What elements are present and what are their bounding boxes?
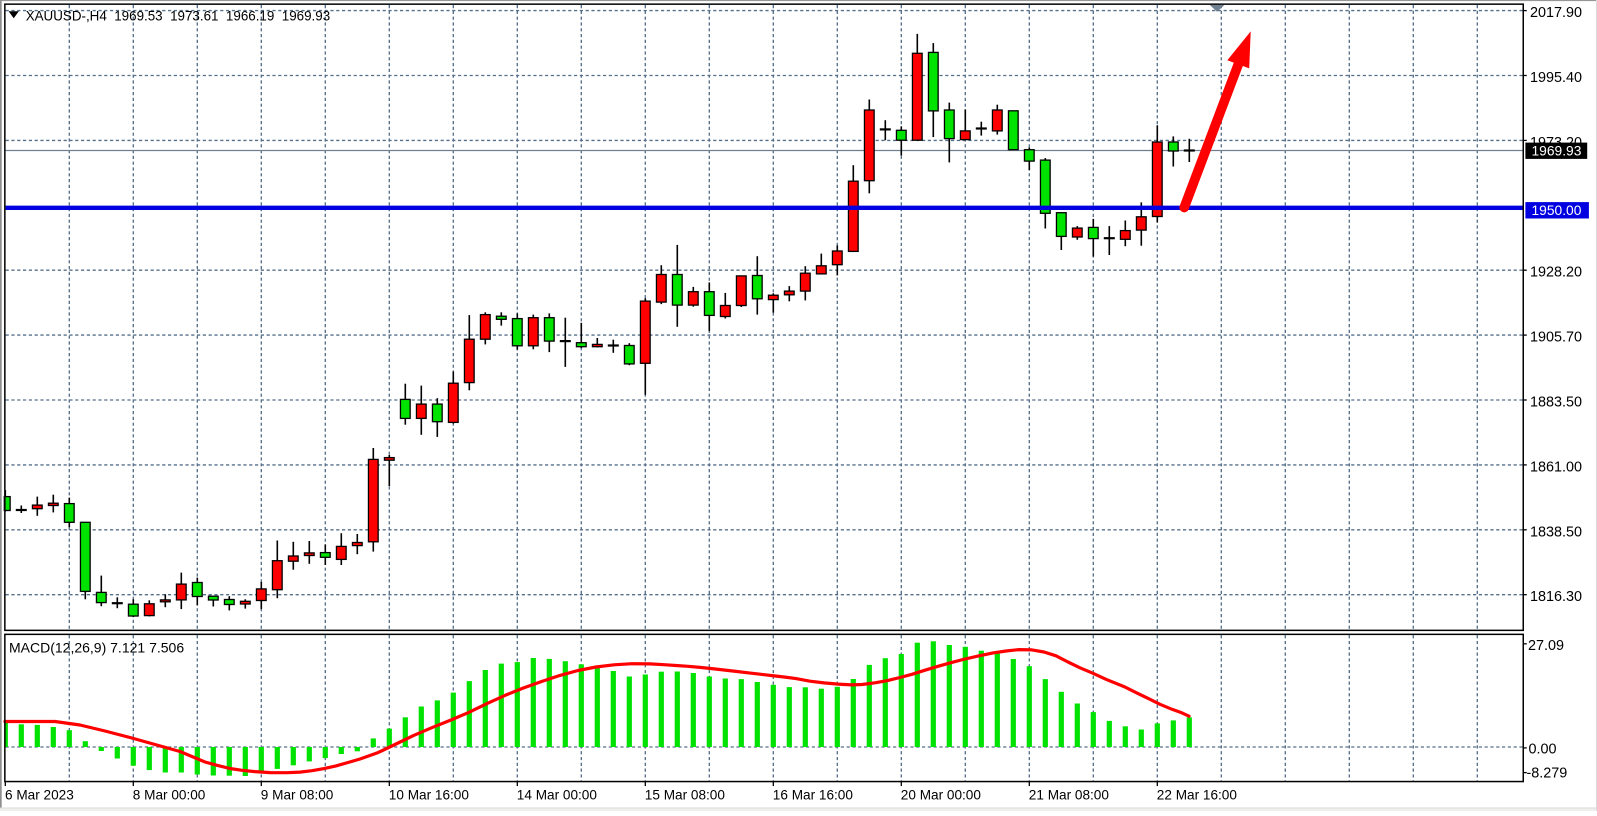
- svg-text:0.00: 0.00: [1529, 741, 1557, 757]
- svg-text:9 Mar 08:00: 9 Mar 08:00: [261, 787, 334, 802]
- svg-text:1969.93: 1969.93: [1532, 144, 1582, 159]
- svg-text:1883.50: 1883.50: [1530, 395, 1582, 411]
- svg-text:-8.279: -8.279: [1527, 766, 1568, 782]
- svg-text:22 Mar 16:00: 22 Mar 16:00: [1157, 787, 1238, 802]
- svg-text:14 Mar 00:00: 14 Mar 00:00: [517, 787, 598, 802]
- svg-text:1928.20: 1928.20: [1530, 265, 1582, 281]
- svg-text:1950.00: 1950.00: [1532, 203, 1582, 218]
- svg-text:1905.70: 1905.70: [1530, 330, 1582, 346]
- svg-text:10 Mar 16:00: 10 Mar 16:00: [389, 787, 470, 802]
- svg-text:8 Mar 00:00: 8 Mar 00:00: [133, 787, 206, 802]
- svg-text:15 Mar 08:00: 15 Mar 08:00: [645, 787, 726, 802]
- svg-text:16 Mar 16:00: 16 Mar 16:00: [773, 787, 854, 802]
- svg-text:MACD(12,26,9) 7.121 7.506: MACD(12,26,9) 7.121 7.506: [9, 639, 184, 655]
- svg-text:1816.30: 1816.30: [1530, 589, 1582, 605]
- svg-text:2017.90: 2017.90: [1530, 5, 1582, 21]
- svg-text:21 Mar 08:00: 21 Mar 08:00: [1029, 787, 1110, 802]
- svg-text:20 Mar 00:00: 20 Mar 00:00: [901, 787, 982, 802]
- svg-text:1861.00: 1861.00: [1530, 459, 1582, 475]
- svg-text:XAUUSD-,H4 1969.53 1973.61: XAUUSD-,H4 1969.53 1973.61 1966.19 1969.…: [26, 8, 330, 23]
- svg-text:27.09: 27.09: [1528, 638, 1564, 654]
- svg-text:1838.50: 1838.50: [1530, 524, 1582, 540]
- svg-text:1995.40: 1995.40: [1530, 70, 1582, 86]
- svg-text:6 Mar 2023: 6 Mar 2023: [5, 787, 74, 802]
